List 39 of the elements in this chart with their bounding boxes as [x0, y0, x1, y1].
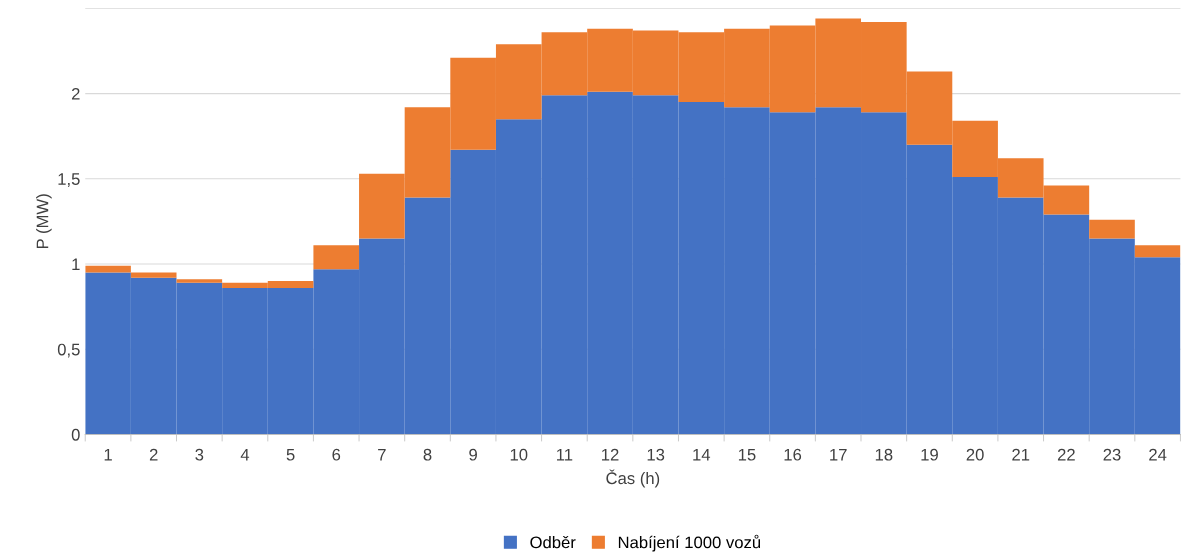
x-tick-label: 13 — [647, 448, 665, 461]
y-axis-title: P (MW) — [36, 194, 52, 249]
x-tick-label: 11 — [557, 448, 573, 461]
x-tick-label: 23 — [1103, 448, 1121, 461]
x-tick-label: 18 — [875, 448, 893, 461]
y-tick-label: 1 — [72, 258, 80, 271]
bar — [1134, 245, 1181, 258]
x-tick-label: 19 — [921, 448, 938, 461]
bar — [85, 265, 131, 273]
bar — [130, 272, 177, 278]
x-tick-label: 9 — [469, 448, 477, 461]
x-tick-label: 16 — [784, 448, 802, 461]
x-tick-label: 7 — [378, 448, 386, 461]
x-tick-label: 21 — [1012, 448, 1030, 461]
x-tick-label: 1 — [104, 448, 112, 461]
x-tick-label: 2 — [149, 448, 158, 461]
y-tick-label: 0 — [71, 428, 80, 441]
x-tick-label: 14 — [693, 448, 711, 461]
x-tick-label: 24 — [1149, 448, 1167, 461]
x-axis-title: Čas (h) — [606, 469, 660, 488]
y-tick-label: 2 — [71, 87, 80, 100]
x-tick-label: 22 — [1057, 448, 1075, 461]
legend-label: Odběr — [530, 535, 576, 549]
x-tick-label: 6 — [332, 448, 341, 461]
x-tick-label: 5 — [286, 448, 295, 461]
x-tick-label: 17 — [830, 448, 847, 461]
x-tick-label: 15 — [738, 448, 756, 461]
x-tick-label: 4 — [240, 448, 250, 461]
x-tick-label: 20 — [966, 448, 984, 461]
x-tick-label: 10 — [510, 448, 528, 461]
x-tick-label: 3 — [195, 448, 204, 461]
y-tick-label: 0,5 — [57, 343, 80, 358]
y-tick-label: 1,5 — [58, 173, 80, 187]
bar — [1089, 219, 1135, 239]
bar — [313, 245, 360, 270]
x-tick-label: 8 — [423, 448, 432, 461]
legend-label: Nabíjení 1000 vozů — [618, 534, 761, 552]
x-tick-label: 12 — [602, 448, 619, 461]
bar — [176, 279, 223, 283]
